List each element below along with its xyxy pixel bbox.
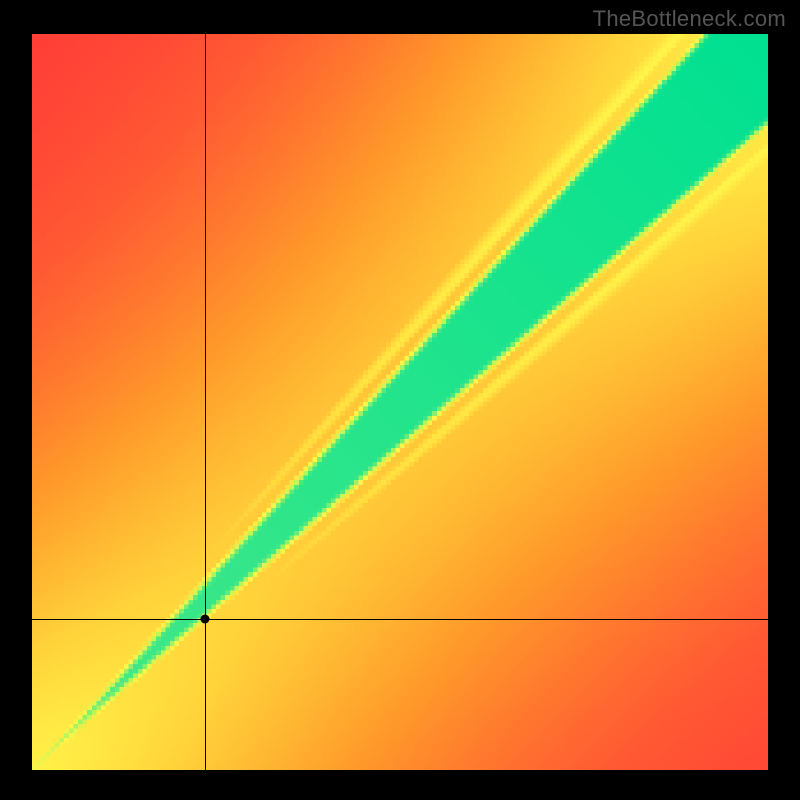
watermark-text: TheBottleneck.com [593,6,786,32]
crosshair-horizontal [32,619,768,620]
crosshair-vertical [205,34,206,770]
marker-dot [200,615,209,624]
heatmap-chart [32,34,768,770]
heatmap-canvas [32,34,768,770]
